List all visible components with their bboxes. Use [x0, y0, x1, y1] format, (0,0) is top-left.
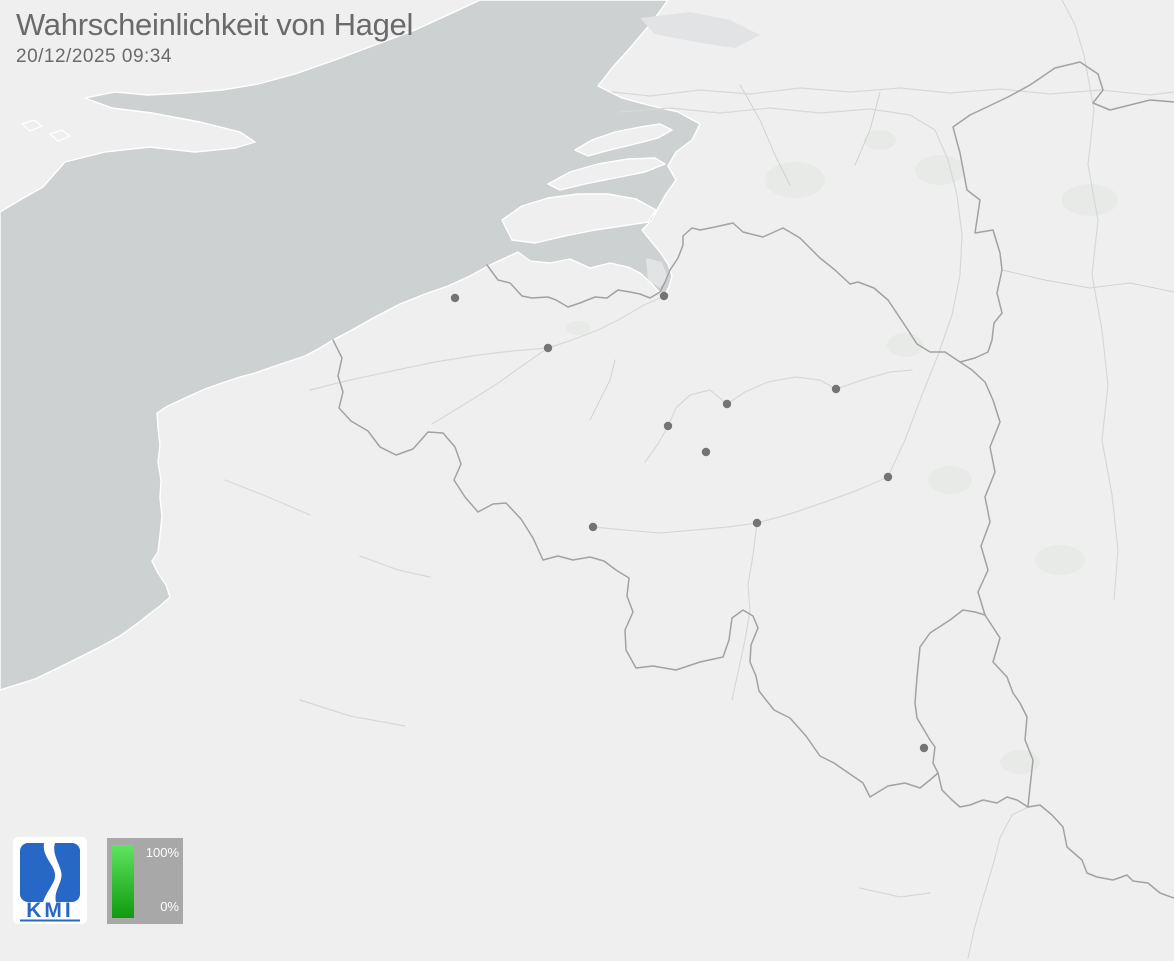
rivers: [224, 0, 1174, 959]
border-belgium-netherlands-east: [799, 237, 961, 363]
border-luxembourg-france: [937, 772, 1029, 808]
city-marker: [588, 522, 598, 532]
title-block: Wahrscheinlichkeit von Hagel 20/12/2025 …: [16, 7, 414, 68]
kmi-logo: KMI: [13, 837, 87, 924]
probability-legend: 100% 0%: [107, 838, 183, 924]
city-marker: [883, 472, 893, 482]
legend-min-label: 0%: [160, 899, 179, 914]
urban-patches: [640, 12, 760, 288]
border-belgium-netherlands: [486, 222, 801, 308]
kmi-logo-blue-square: [20, 843, 80, 902]
map-timestamp: 20/12/2025 09:34: [16, 46, 172, 68]
north-sea: [0, 0, 701, 691]
border-luxembourg-germany: [984, 614, 1034, 808]
city-marker: [450, 293, 460, 303]
city-marker: [663, 421, 673, 431]
kmi-logo-underline: [20, 919, 80, 922]
kmi-logo-graphic: KMI: [20, 843, 80, 922]
english-islets: [20, 119, 72, 142]
city-marker: [701, 447, 711, 457]
city-markers: [450, 291, 929, 753]
kmi-logo-text: KMI: [26, 899, 74, 922]
border-netherlands-germany: [952, 61, 1174, 363]
zeeland-islands: [501, 123, 673, 244]
border-belgium-luxembourg: [914, 609, 986, 774]
city-marker: [543, 343, 553, 353]
kmi-logo-swoosh: [43, 843, 62, 902]
page-title: Wahrscheinlichkeit von Hagel: [16, 7, 414, 42]
country-borders: [332, 61, 1174, 899]
admin-lines: [589, 84, 1174, 421]
city-marker: [659, 291, 669, 301]
city-marker: [722, 399, 732, 409]
legend-max-label: 100%: [145, 845, 179, 860]
legend-gradient-bar: [112, 845, 134, 918]
city-marker: [831, 384, 841, 394]
border-belgium-france: [332, 339, 939, 798]
border-france-germany: [1027, 804, 1174, 899]
city-marker: [919, 743, 929, 753]
city-marker: [752, 518, 762, 528]
border-belgium-germany: [959, 361, 1001, 616]
